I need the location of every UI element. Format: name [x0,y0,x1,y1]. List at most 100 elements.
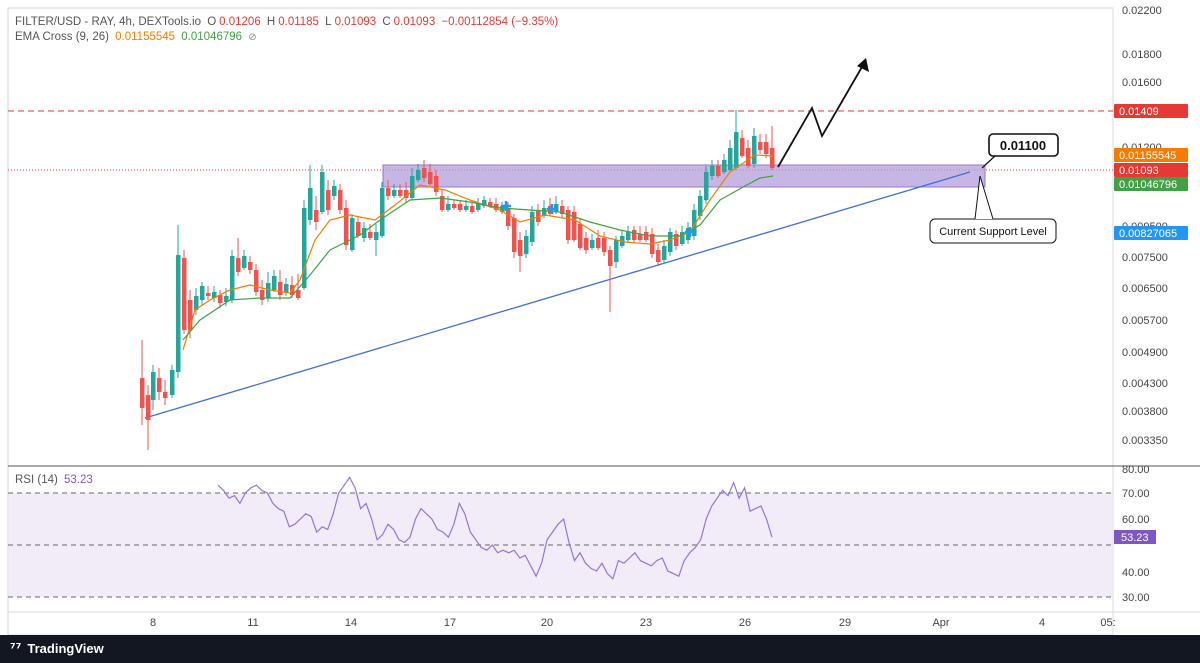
rsi-title: RSI (14) [15,474,58,486]
candle-body [368,232,373,238]
support-label-pointer [974,175,994,220]
candle-body [344,208,349,245]
candle-body [452,204,457,208]
low-label: L [325,16,332,28]
projection-path [777,59,867,168]
candle-body [176,255,181,372]
support-label-text: Current Support Level [939,226,1047,238]
candle-body [314,210,319,222]
candle-body [602,238,607,252]
change-value: −0.00112854 (−9.35%) [441,16,559,28]
candle-body [512,218,517,252]
price-tick-label: 0.01600 [1122,77,1162,89]
price-tick-label: 0.003800 [1122,406,1168,418]
rsi-tick-label: 30.00 [1122,592,1150,604]
price-tag-value: 0.01409 [1119,106,1159,118]
time-tick-label: 20 [541,617,553,629]
price-tag-last-price [1114,163,1188,177]
candle-body [746,148,751,166]
price-tag-ema-fast [1114,148,1188,162]
candle-body [446,204,451,210]
brand-name: TradingView [27,641,104,656]
candle-body [680,232,685,244]
price-tick-label: 0.003350 [1122,435,1168,447]
candle-body [764,142,769,154]
open-value: 0.01206 [219,16,261,28]
candle-body [326,190,331,210]
candle-body [518,240,523,256]
brand[interactable]: ⁷⁷ TradingView [10,641,104,657]
rsi-tick-label: 70.00 [1122,488,1150,500]
price-tick-label: 0.006500 [1122,283,1168,295]
candle-body [572,212,577,240]
candle-body [362,228,367,238]
price-tag-value: 0.01155545 [1119,150,1176,162]
candle-body [248,262,253,270]
candle-body [188,300,193,330]
candle-body [608,250,613,266]
price-tick-label: 0.005700 [1122,315,1168,327]
candle-body [542,208,547,216]
candle-body [698,196,703,216]
candle-body [182,258,187,330]
candle-body [476,204,481,210]
ema-title: EMA Cross (9, 26) [15,31,109,43]
candle-body [590,240,595,248]
candle-body [740,138,745,156]
candle-body [380,188,385,236]
candle-body [482,200,487,206]
candle-body [350,218,355,250]
price-tick-label: 0.004300 [1122,378,1168,390]
candle-body [320,172,325,212]
candle-body [674,234,679,246]
time-tick-label: 8 [150,617,156,629]
symbol-title[interactable]: FILTER/USD - RAY, 4h, DEXTools.io [15,16,201,28]
low-value: 0.01093 [334,16,377,28]
candle-body [578,224,583,248]
candle-body [644,232,649,240]
eye-off-icon[interactable]: ⊘ [248,32,257,43]
candle-body [488,202,493,206]
ema-fast-value: 0.01155545 [115,31,176,43]
price-tick-label: 0.02200 [1122,5,1162,17]
candle-body [470,206,475,212]
support-zone [382,164,986,188]
candle-body [170,370,175,395]
time-tick-label: 17 [444,617,456,629]
candle-body [596,238,601,248]
candle-body [458,204,463,210]
price-tag-value: 0.01046796 [1119,179,1177,191]
candle-body [212,292,217,298]
price-tag-value: 0.01093 [1119,165,1159,177]
candle-body [236,258,241,272]
candle-body [151,372,156,400]
price-tag-value: 0.00827065 [1119,228,1177,240]
rsi-tick-label: 80.00 [1122,464,1150,476]
trendline [144,171,971,419]
candle-body [157,378,162,392]
ema-legend[interactable]: EMA Cross (9, 26) 0.01155545 0.01046796 … [15,31,260,43]
high-value: 0.01185 [278,16,319,28]
candle-body [662,246,667,260]
candle-body [506,208,511,226]
close-value: 0.01093 [393,16,436,28]
footer-bar: ⁷⁷ TradingView [0,635,1200,663]
price-tag-ema-slow [1114,177,1188,191]
time-tick-label: Apr [932,617,949,629]
candle-body [524,236,529,254]
candle-body [638,234,643,240]
candle-body [386,188,391,196]
support-callout-box [988,133,1059,157]
candle-body [410,176,415,198]
price-tick-label: 0.007500 [1122,252,1168,264]
candle-body [530,212,535,242]
ema-slow-line [182,175,774,341]
time-tick-label: 14 [345,617,357,629]
candle-body [728,148,733,170]
time-tick-label: 05: [1100,617,1115,629]
candle-body [356,222,361,236]
price-tag-marker [1114,226,1188,240]
candle-body [536,210,541,222]
rsi-legend[interactable]: RSI (14) 53.23 [15,474,96,486]
